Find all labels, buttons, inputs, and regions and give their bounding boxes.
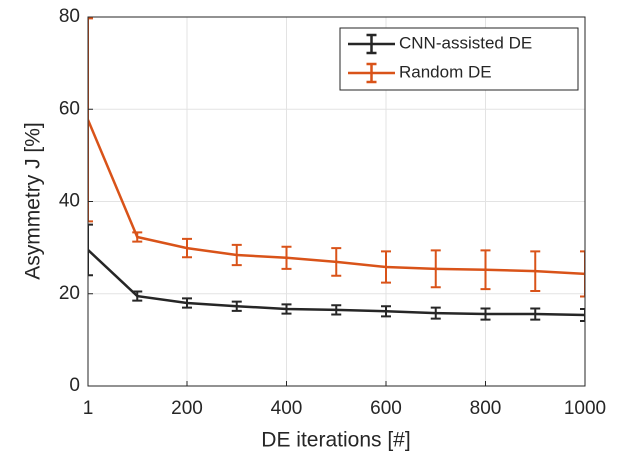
legend-box (339, 27, 579, 91)
error-bar (132, 290, 143, 302)
error-bar (580, 250, 585, 298)
error-bar (88, 223, 93, 277)
error-bar (88, 17, 93, 223)
error-bar (331, 304, 342, 316)
error-bar (430, 249, 441, 289)
x-tick-label: 200 (171, 398, 203, 419)
error-bar (331, 247, 342, 277)
error-bar (281, 303, 292, 315)
x-tick-label: 600 (370, 398, 402, 419)
y-tick-label: 40 (59, 191, 80, 212)
error-bar (281, 245, 292, 270)
legend: CNN-assisted DE Random DE (339, 27, 579, 91)
legend-label: Random DE (399, 62, 492, 81)
legend-swatch (348, 33, 395, 55)
error-bar (530, 307, 541, 321)
error-bar (381, 305, 392, 318)
error-bar (480, 307, 491, 321)
legend-swatch (348, 62, 395, 84)
x-tick-label: 1 (83, 398, 94, 419)
error-bar (530, 250, 541, 292)
x-axis-label: DE iterations [#] (261, 429, 410, 452)
y-axis-label: Asymmetry J [%] (22, 122, 45, 280)
x-tick-label: 800 (470, 398, 502, 419)
legend-label: CNN-assisted DE (399, 33, 532, 52)
error-bar (231, 243, 242, 267)
error-bar (580, 307, 585, 322)
error-bar (381, 250, 392, 284)
x-tick-label: 400 (271, 398, 303, 419)
error-bar (480, 249, 491, 291)
y-tick-label: 80 (59, 6, 80, 27)
error-bar (430, 306, 441, 320)
y-tick-label: 60 (59, 98, 80, 119)
error-bar (132, 231, 143, 243)
error-bar (182, 297, 193, 309)
x-tick-label: 1000 (564, 398, 606, 419)
y-tick-label: 0 (69, 375, 80, 396)
error-bar (182, 237, 193, 259)
error-bar (231, 300, 242, 312)
y-tick-label: 20 (59, 283, 80, 304)
